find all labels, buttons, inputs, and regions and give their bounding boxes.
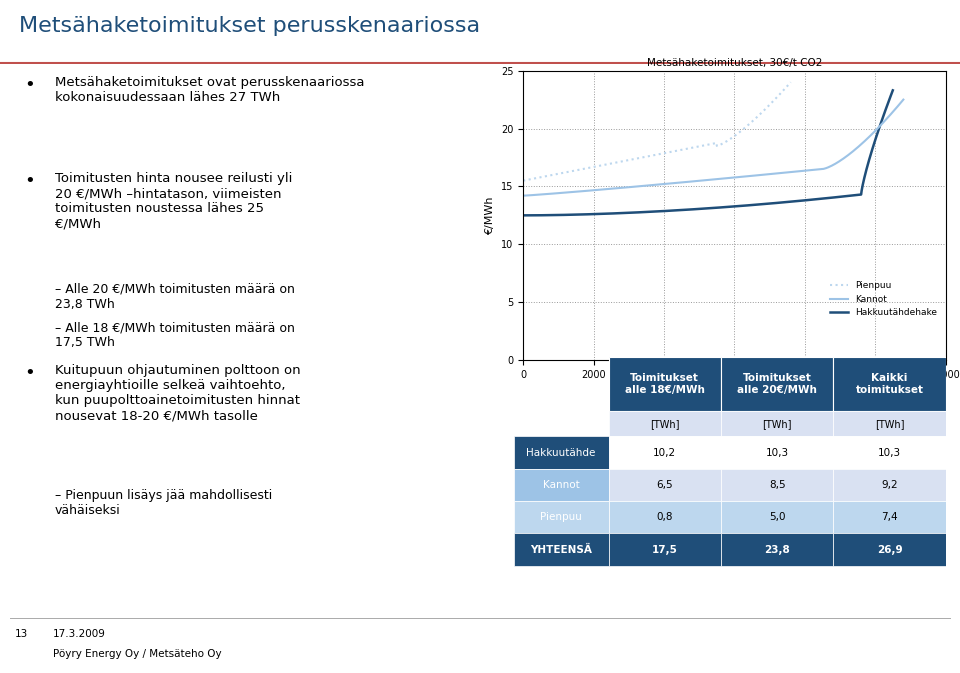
FancyBboxPatch shape (721, 436, 833, 469)
FancyBboxPatch shape (721, 534, 833, 566)
FancyBboxPatch shape (721, 469, 833, 501)
Text: Toimitusten hinta nousee reilusti yli
20 €/MWh –hintatason, viimeisten
toimitust: Toimitusten hinta nousee reilusti yli 20… (55, 172, 292, 230)
Text: 10,3: 10,3 (765, 448, 789, 458)
FancyBboxPatch shape (609, 357, 721, 411)
Text: •: • (25, 75, 36, 94)
FancyBboxPatch shape (833, 411, 946, 436)
FancyBboxPatch shape (833, 469, 946, 501)
Text: 10,2: 10,2 (653, 448, 677, 458)
Text: 9,2: 9,2 (881, 480, 898, 490)
Text: [TWh]: [TWh] (650, 419, 680, 429)
Title: Metsähaketoimitukset, 30€/t CO2: Metsähaketoimitukset, 30€/t CO2 (647, 59, 822, 69)
FancyBboxPatch shape (609, 436, 721, 469)
Text: Kaikki
toimitukset: Kaikki toimitukset (855, 374, 924, 395)
FancyBboxPatch shape (514, 534, 609, 566)
FancyBboxPatch shape (514, 501, 609, 534)
Text: •: • (25, 364, 36, 382)
Text: Pienpuu: Pienpuu (540, 512, 582, 522)
Text: 10,3: 10,3 (877, 448, 901, 458)
Text: 13: 13 (14, 629, 28, 639)
Text: 23,8: 23,8 (764, 544, 790, 555)
FancyBboxPatch shape (833, 357, 946, 411)
Text: 6,5: 6,5 (657, 480, 673, 490)
Text: [TWh]: [TWh] (875, 419, 904, 429)
FancyBboxPatch shape (514, 436, 609, 469)
Text: Kuitupuun ohjautuminen polttoon on
energiayhtioille selkeä vaihtoehto,
kun puupo: Kuitupuun ohjautuminen polttoon on energ… (55, 364, 300, 422)
Text: 7,4: 7,4 (881, 512, 898, 522)
Text: Toimitukset
alle 20€/MWh: Toimitukset alle 20€/MWh (737, 374, 817, 395)
FancyBboxPatch shape (721, 501, 833, 534)
FancyBboxPatch shape (609, 469, 721, 501)
FancyBboxPatch shape (609, 534, 721, 566)
Text: Pöyry Energy Oy / Metsäteho Oy: Pöyry Energy Oy / Metsäteho Oy (53, 649, 222, 660)
Text: YHTEENSÄ: YHTEENSÄ (530, 544, 592, 555)
Text: – Alle 18 €/MWh toimitusten määrä on
17,5 TWh: – Alle 18 €/MWh toimitusten määrä on 17,… (55, 321, 295, 349)
Text: Metsähaketoimitukset ovat perusskenaariossa
kokonaisuudessaan lähes 27 TWh: Metsähaketoimitukset ovat perusskenaario… (55, 75, 364, 104)
FancyBboxPatch shape (721, 357, 833, 411)
FancyBboxPatch shape (514, 469, 609, 501)
Text: Hakkuutähde: Hakkuutähde (526, 448, 596, 458)
FancyBboxPatch shape (721, 411, 833, 436)
FancyBboxPatch shape (833, 501, 946, 534)
Text: 17.3.2009: 17.3.2009 (53, 629, 106, 639)
Text: – Alle 20 €/MWh toimitusten määrä on
23,8 TWh: – Alle 20 €/MWh toimitusten määrä on 23,… (55, 283, 295, 310)
Text: 5,0: 5,0 (769, 512, 785, 522)
Text: – Pienpuun lisäys jää mahdollisesti
vähäiseksi: – Pienpuun lisäys jää mahdollisesti vähä… (55, 489, 272, 517)
Legend: Pienpuu, Kannot, Hakkuutähdehake: Pienpuu, Kannot, Hakkuutähdehake (827, 277, 941, 321)
Text: Metsähaketoimitukset perusskenaariossa: Metsähaketoimitukset perusskenaariossa (19, 16, 480, 36)
FancyBboxPatch shape (833, 534, 946, 566)
Text: 0,8: 0,8 (657, 512, 673, 522)
Y-axis label: €/MWh: €/MWh (486, 196, 495, 235)
Text: •: • (25, 172, 36, 190)
Text: 17,5: 17,5 (652, 544, 678, 555)
Text: 26,9: 26,9 (876, 544, 902, 555)
Text: 8,5: 8,5 (769, 480, 785, 490)
X-axis label: GWh: GWh (721, 386, 748, 395)
Text: [TWh]: [TWh] (762, 419, 792, 429)
Text: Toimitukset
alle 18€/MWh: Toimitukset alle 18€/MWh (625, 374, 705, 395)
FancyBboxPatch shape (609, 411, 721, 436)
Text: Kannot: Kannot (542, 480, 580, 490)
FancyBboxPatch shape (833, 436, 946, 469)
FancyBboxPatch shape (609, 501, 721, 534)
